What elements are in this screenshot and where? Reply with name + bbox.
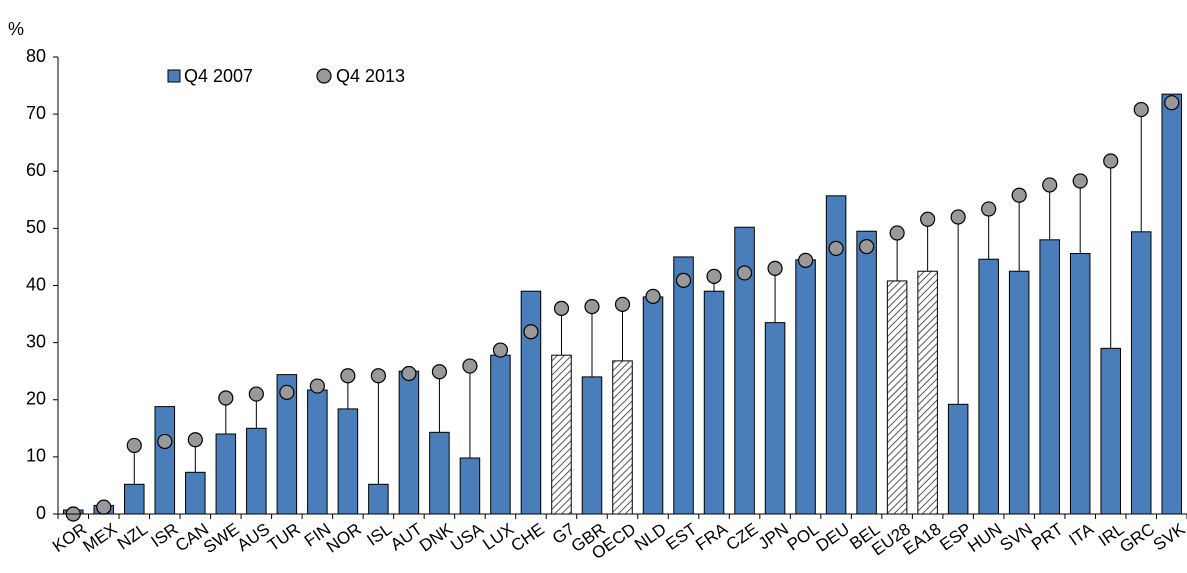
- bar: [612, 360, 633, 515]
- marker: [370, 368, 386, 384]
- marker: [1042, 177, 1058, 193]
- marker: [309, 378, 325, 394]
- marker: [889, 225, 905, 241]
- marker: [797, 252, 814, 268]
- x-tick-label: TUR: [264, 519, 304, 555]
- x-tick-label: PRT: [1028, 519, 1067, 554]
- bar: [886, 280, 908, 515]
- marker: [187, 432, 203, 448]
- bar: [215, 433, 237, 515]
- marker: [645, 288, 661, 304]
- marker: [523, 324, 539, 340]
- marker: [553, 300, 570, 316]
- legend-label: Q4 2013: [336, 66, 405, 86]
- y-axis-label: %: [8, 19, 24, 39]
- marker: [279, 384, 295, 400]
- marker: [492, 342, 509, 358]
- legend-swatch: [167, 69, 181, 83]
- bar: [1039, 239, 1060, 515]
- bar: [764, 322, 786, 515]
- y-tick-label: 50: [26, 217, 46, 237]
- marker: [584, 299, 600, 315]
- bar: [429, 431, 450, 515]
- bar: [490, 354, 511, 515]
- bar: [1008, 270, 1030, 515]
- bar: [978, 258, 999, 515]
- marker: [157, 433, 173, 450]
- bar: [1100, 347, 1121, 515]
- bar: [642, 296, 664, 515]
- marker: [248, 386, 264, 402]
- bar: [551, 354, 572, 515]
- y-tick-label: 10: [26, 446, 46, 466]
- bar: [795, 259, 816, 515]
- marker: [920, 211, 936, 227]
- bar: [947, 403, 969, 515]
- marker: [859, 239, 875, 255]
- y-tick-label: 80: [26, 46, 46, 66]
- y-tick-label: 60: [26, 160, 46, 180]
- marker: [706, 268, 722, 284]
- bar: [154, 406, 176, 515]
- marker: [1072, 173, 1088, 189]
- marker: [1011, 187, 1027, 203]
- bar: [1069, 253, 1091, 515]
- x-tick-label: SVK: [1150, 519, 1187, 554]
- x-tick-label: CHE: [508, 519, 548, 555]
- legend-marker: [316, 68, 332, 84]
- marker: [950, 209, 966, 225]
- y-tick-label: 20: [26, 389, 46, 409]
- marker: [126, 437, 142, 454]
- marker: [431, 364, 448, 380]
- marker: [96, 499, 112, 515]
- bar: [368, 483, 389, 515]
- marker: [1133, 101, 1149, 118]
- marker: [1103, 153, 1119, 169]
- marker: [828, 240, 844, 256]
- marker: [614, 296, 631, 312]
- marker: [340, 368, 356, 384]
- y-tick-label: 30: [26, 331, 46, 351]
- x-tick-label: NZL: [114, 519, 151, 553]
- bar: [703, 290, 725, 515]
- marker: [675, 272, 692, 288]
- bar: [398, 370, 420, 515]
- bar: [856, 230, 877, 515]
- x-tick-label: NOR: [323, 519, 365, 556]
- bar: [917, 270, 938, 515]
- y-tick-label: 40: [26, 274, 46, 294]
- bar: [1161, 93, 1183, 515]
- marker: [401, 365, 417, 382]
- marker: [218, 390, 234, 406]
- y-tick-label: 70: [26, 103, 46, 123]
- marker: [736, 265, 753, 281]
- bar: [246, 427, 267, 515]
- bar: [673, 256, 694, 515]
- y-tick-label: 0: [36, 503, 46, 523]
- legend-label: Q4 2007: [184, 66, 253, 86]
- bar: [581, 376, 603, 515]
- marker: [981, 201, 997, 217]
- marker: [767, 260, 783, 276]
- marker: [462, 358, 478, 374]
- bar: [337, 408, 359, 515]
- marker: [1164, 95, 1180, 111]
- bar: [124, 483, 145, 515]
- bar: [185, 471, 206, 515]
- bar: [307, 389, 328, 515]
- x-tick-label: ITA: [1066, 519, 1098, 549]
- bar: [1130, 231, 1152, 515]
- bar: [459, 457, 481, 515]
